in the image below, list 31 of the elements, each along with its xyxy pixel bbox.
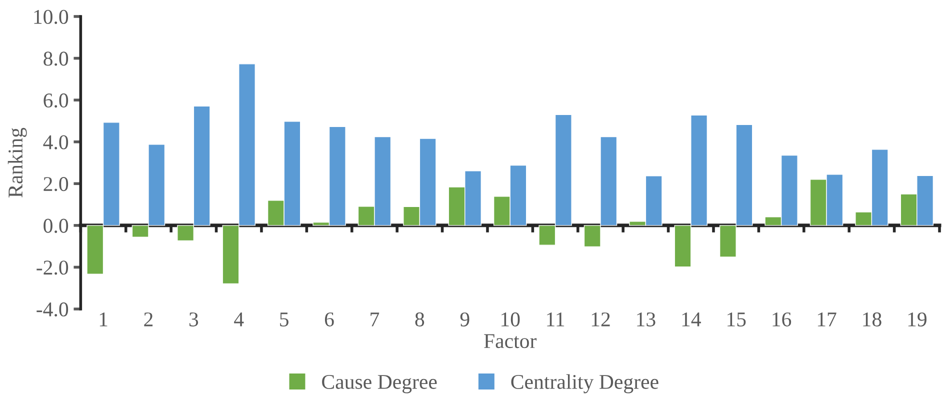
x-axis-title: Factor xyxy=(484,334,537,348)
y-tick-label: 6.0 xyxy=(44,93,68,108)
x-tick-label: 12 xyxy=(592,312,610,326)
x-tick-label: 5 xyxy=(280,312,288,326)
y-tick-label: -4.0 xyxy=(36,302,68,317)
x-tick-label: 19 xyxy=(908,312,926,326)
y-tick-label: 10.0 xyxy=(34,10,68,24)
x-tick-label: 18 xyxy=(863,312,882,326)
x-tick-label: 3 xyxy=(189,312,198,326)
x-tick-label: 1 xyxy=(100,312,108,326)
y-tick-label: 0.0 xyxy=(44,218,68,233)
x-tick-label: 17 xyxy=(818,312,836,326)
x-tick-label: 13 xyxy=(637,312,656,326)
x-tick-label: 16 xyxy=(772,312,792,326)
y-tick-label: 2.0 xyxy=(44,177,68,192)
y-tick-label: 8.0 xyxy=(44,52,68,66)
x-tick-label: 6 xyxy=(324,312,334,326)
x-tick-label: 11 xyxy=(547,312,564,326)
legend-label: Cause Degree xyxy=(322,374,437,394)
y-tick-label: 4.0 xyxy=(43,135,68,150)
x-tick-label: 15 xyxy=(728,312,746,326)
y-axis-title: Ranking xyxy=(8,128,27,198)
x-tick-label: 8 xyxy=(415,312,424,326)
x-tick-label: 14 xyxy=(682,312,701,326)
y-tick-label: -2.0 xyxy=(36,260,68,275)
x-tick-label: 10 xyxy=(502,312,520,326)
x-tick-label: 4 xyxy=(234,312,244,326)
x-tick-label: 7 xyxy=(370,312,380,326)
legend-label: Centrality Degree xyxy=(511,374,658,394)
x-tick-label: 9 xyxy=(460,312,470,326)
x-tick-label: 2 xyxy=(144,312,153,326)
